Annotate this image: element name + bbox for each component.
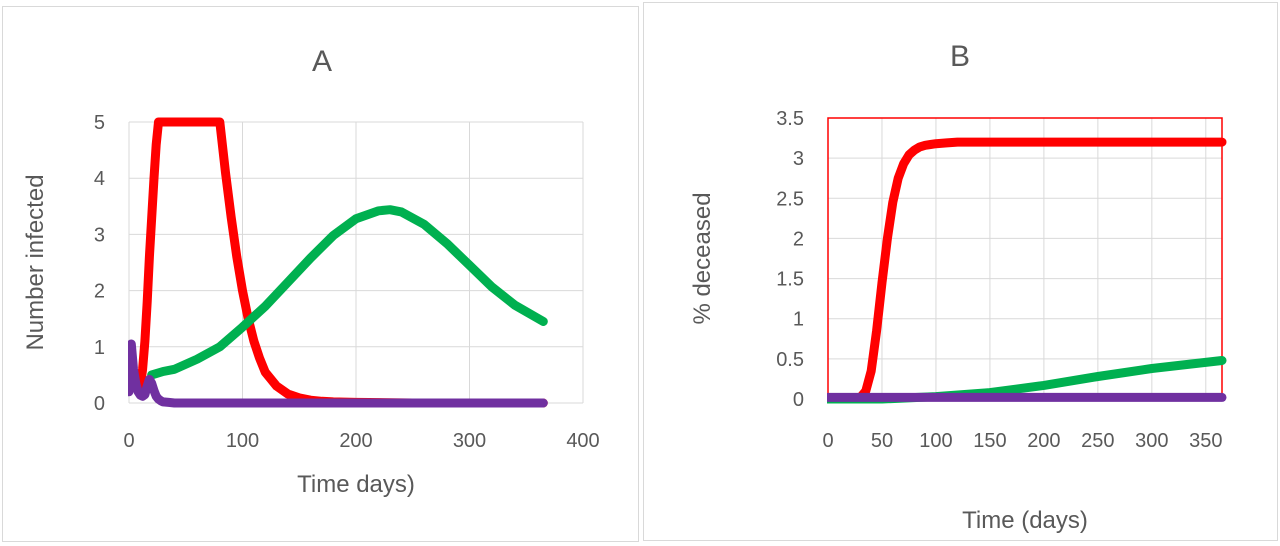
x-tick-label: 300 [453, 430, 486, 452]
x-tick-label: 400 [566, 430, 599, 452]
chart-title: A [312, 45, 332, 78]
x-tick-label: 100 [919, 430, 952, 452]
y-axis-label: Number infected [22, 174, 49, 350]
y-axis-label: % deceased [689, 192, 716, 324]
y-tick-label: 1 [793, 309, 804, 331]
series-line-2 [147, 205, 548, 380]
x-tick-label: 300 [1135, 430, 1168, 452]
y-tick-label: 3.5 [776, 108, 804, 130]
x-tick-label: 200 [1027, 430, 1060, 452]
y-tick-label: 1.5 [776, 269, 804, 291]
chart-b: 0 50 100 150 200 250 300 350 0 0.5 1 1.5 2 2.5 3 3.5 B Ti… [689, 40, 1227, 534]
series-line-1 [827, 137, 1227, 404]
y-tick-label: 3 [793, 148, 804, 170]
x-axis-label: Time (days) [962, 507, 1088, 534]
y-tick-label: 1 [94, 337, 105, 359]
series-line-3 [128, 339, 548, 408]
x-tick-label: 150 [973, 430, 1006, 452]
x-tick-label: 100 [226, 430, 259, 452]
x-tick-label: 50 [871, 430, 893, 452]
x-tick-label: 0 [123, 430, 134, 452]
chart-title: B [950, 40, 970, 73]
x-tick-label: 350 [1189, 430, 1222, 452]
y-tick-label: 0 [793, 389, 804, 411]
x-tick-label: 0 [822, 430, 833, 452]
chart-panel-b: 0 50 100 150 200 250 300 350 0 0.5 1 1.5 2 2.5 3 3.5 B Ti… [643, 2, 1278, 541]
y-tick-label: 5 [94, 112, 105, 134]
chart-panel-a: 0 100 200 300 400 0 1 2 3 4 5 A Time days) Number inf… [2, 6, 639, 542]
x-tick-label: 250 [1081, 430, 1114, 452]
chart-a: 0 100 200 300 400 0 1 2 3 4 5 A Time days) Number inf… [22, 45, 600, 498]
y-tick-label: 2.5 [776, 188, 804, 210]
y-tick-label: 2 [94, 281, 105, 303]
x-axis-label: Time days) [297, 471, 415, 498]
x-tick-label: 200 [339, 430, 372, 452]
y-tick-label: 3 [94, 224, 105, 246]
y-tick-label: 0.5 [776, 349, 804, 371]
y-tick-label: 0 [94, 393, 105, 415]
y-tick-label: 2 [793, 228, 804, 250]
y-tick-label: 4 [94, 168, 105, 190]
